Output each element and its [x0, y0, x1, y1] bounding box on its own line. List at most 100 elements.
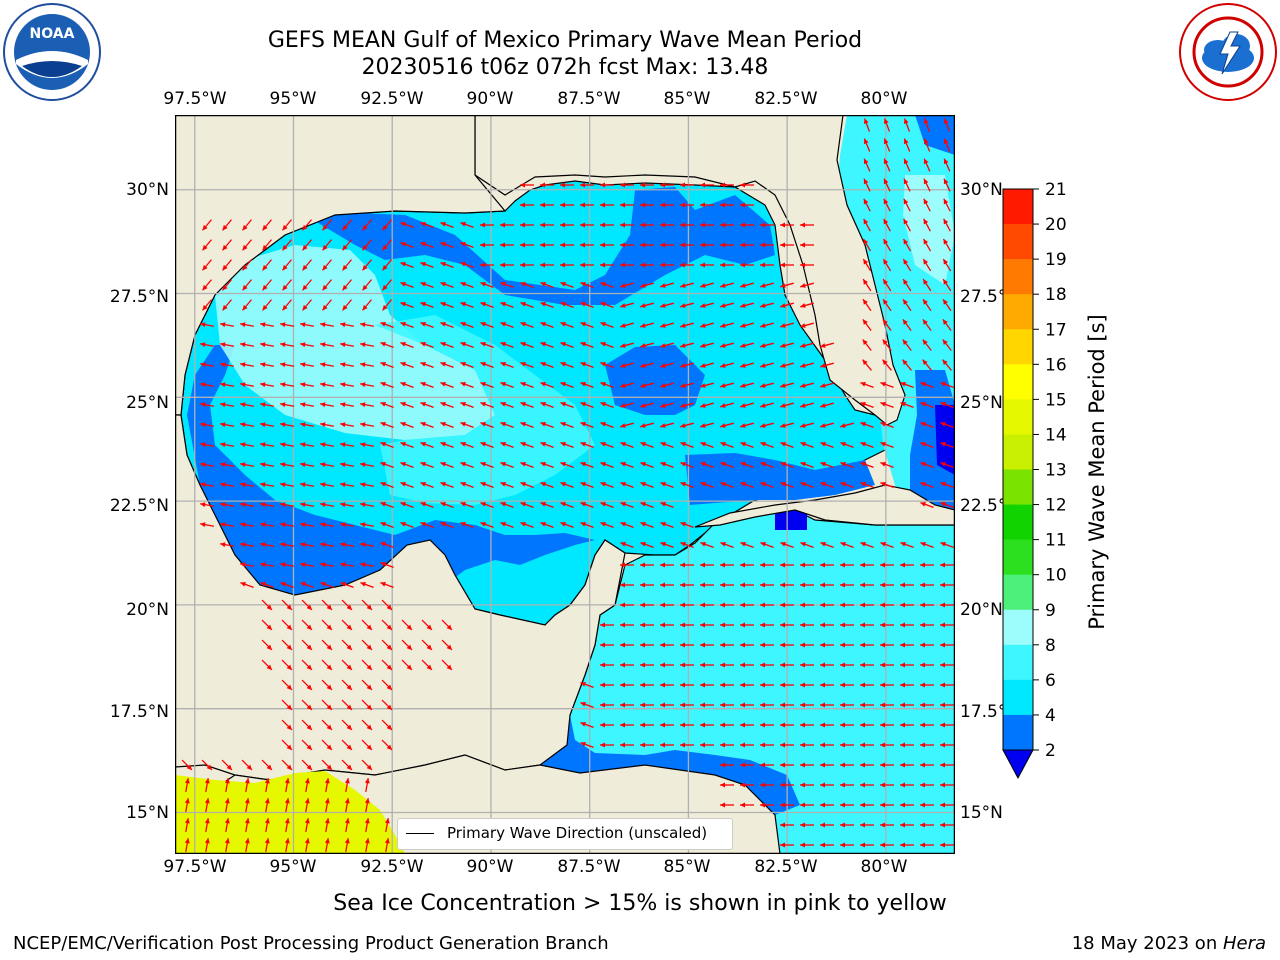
colorbar-tick-label: 15 — [1045, 390, 1067, 410]
wave-arrow — [560, 341, 574, 349]
wave-arrow — [720, 422, 734, 428]
wave-arrow — [284, 777, 290, 793]
wave-arrow — [942, 359, 952, 371]
lat-tick-left: 20°N — [126, 600, 169, 620]
wave-arrow — [239, 402, 255, 408]
wave-arrow — [660, 242, 674, 248]
wave-arrow — [520, 381, 534, 389]
wave-arrow — [219, 342, 235, 348]
wave-arrow — [300, 581, 314, 589]
wave-arrow — [720, 441, 734, 449]
wave-arrow — [600, 682, 614, 688]
wave-arrow — [740, 481, 754, 489]
wave-arrow — [301, 759, 313, 771]
wave-arrow — [640, 481, 654, 489]
wave-arrow — [600, 501, 614, 509]
wave-arrow — [660, 182, 674, 188]
wave-arrow — [860, 541, 874, 549]
wave-arrow — [920, 501, 934, 509]
wave-arrow — [580, 501, 594, 509]
wave-arrow — [204, 777, 210, 793]
wave-arrow — [344, 817, 350, 833]
wave-arrow — [281, 679, 293, 691]
wave-arrow — [800, 622, 814, 628]
wave-arrow — [660, 282, 674, 288]
wave-arrow — [441, 659, 453, 671]
wave-arrow — [920, 582, 934, 588]
wave-arrow — [720, 402, 734, 408]
colorbar-segment — [1003, 294, 1033, 330]
colorbar-segment — [1003, 644, 1033, 681]
wave-arrow — [279, 502, 295, 508]
wave-arrow — [500, 401, 514, 409]
wave-arrow — [382, 259, 392, 271]
wave-arrow — [460, 261, 474, 269]
wave-arrow — [620, 722, 634, 728]
wave-arrow — [942, 238, 952, 252]
wave-arrow — [361, 739, 373, 751]
wave-arrow — [900, 742, 914, 748]
wave-arrow — [820, 822, 834, 828]
period-2-4-band-north — [305, 187, 775, 305]
wave-arrow — [700, 642, 714, 648]
plot-title-line1: GEFS MEAN Gulf of Mexico Primary Wave Me… — [267, 28, 863, 53]
wave-arrow — [299, 362, 315, 368]
wave-arrow — [540, 341, 554, 349]
wave-arrow — [680, 562, 694, 568]
wave-arrow — [640, 622, 654, 628]
wave-arrow — [339, 462, 355, 468]
wave-arrow — [560, 401, 574, 409]
wave-arrow — [359, 522, 375, 528]
wave-arrow — [800, 742, 814, 748]
wave-arrow — [381, 679, 393, 691]
wave-arrow — [580, 721, 594, 729]
wave-arrow — [222, 259, 232, 271]
wave-arrow — [282, 239, 292, 251]
wave-arrow — [299, 322, 315, 328]
wave-arrow — [420, 221, 434, 229]
wave-arrow — [840, 602, 854, 608]
wave-arrow — [400, 301, 414, 309]
wave-arrow — [680, 342, 694, 348]
wave-arrow — [840, 481, 854, 489]
period-2-4-band — [187, 345, 595, 595]
wave-arrow — [284, 837, 290, 853]
wave-arrow — [204, 837, 210, 853]
wave-arrow — [660, 422, 674, 428]
wave-arrow — [883, 118, 891, 132]
legend-line-icon — [406, 833, 434, 834]
wave-arrow — [780, 481, 794, 489]
wave-arrow — [800, 582, 814, 588]
wave-arrow — [860, 762, 874, 768]
wave-arrow — [740, 562, 754, 568]
wave-arrow — [600, 642, 614, 648]
wave-arrow — [900, 662, 914, 668]
wave-arrow — [680, 422, 694, 428]
wave-arrow — [700, 441, 714, 449]
wave-arrow — [640, 402, 654, 408]
wave-arrow — [680, 541, 694, 549]
north-atlantic-2-4 — [915, 115, 955, 155]
wave-arrow — [319, 562, 335, 568]
wave-arrow — [321, 759, 333, 771]
wave-arrow — [222, 239, 232, 251]
wave-arrow — [800, 642, 814, 648]
lat-tick-right: 25°N — [960, 393, 1003, 413]
wave-arrow — [620, 182, 634, 188]
wave-arrow — [279, 322, 295, 328]
wave-arrow — [920, 742, 934, 748]
wave-arrow — [239, 542, 255, 548]
wave-arrow — [460, 381, 474, 389]
wave-arrow — [680, 582, 694, 588]
wave-arrow — [700, 322, 714, 328]
wave-arrow — [620, 302, 634, 308]
lat-tick-left: 22.5°N — [109, 496, 169, 516]
colorbar-segment — [1003, 399, 1033, 435]
wave-arrow — [380, 381, 394, 389]
wave-arrow — [920, 602, 934, 608]
wave-arrow — [720, 362, 734, 368]
wave-arrow — [202, 299, 212, 311]
wave-arrow — [800, 422, 814, 428]
wave-arrow — [580, 481, 594, 489]
wave-arrow — [540, 401, 554, 409]
